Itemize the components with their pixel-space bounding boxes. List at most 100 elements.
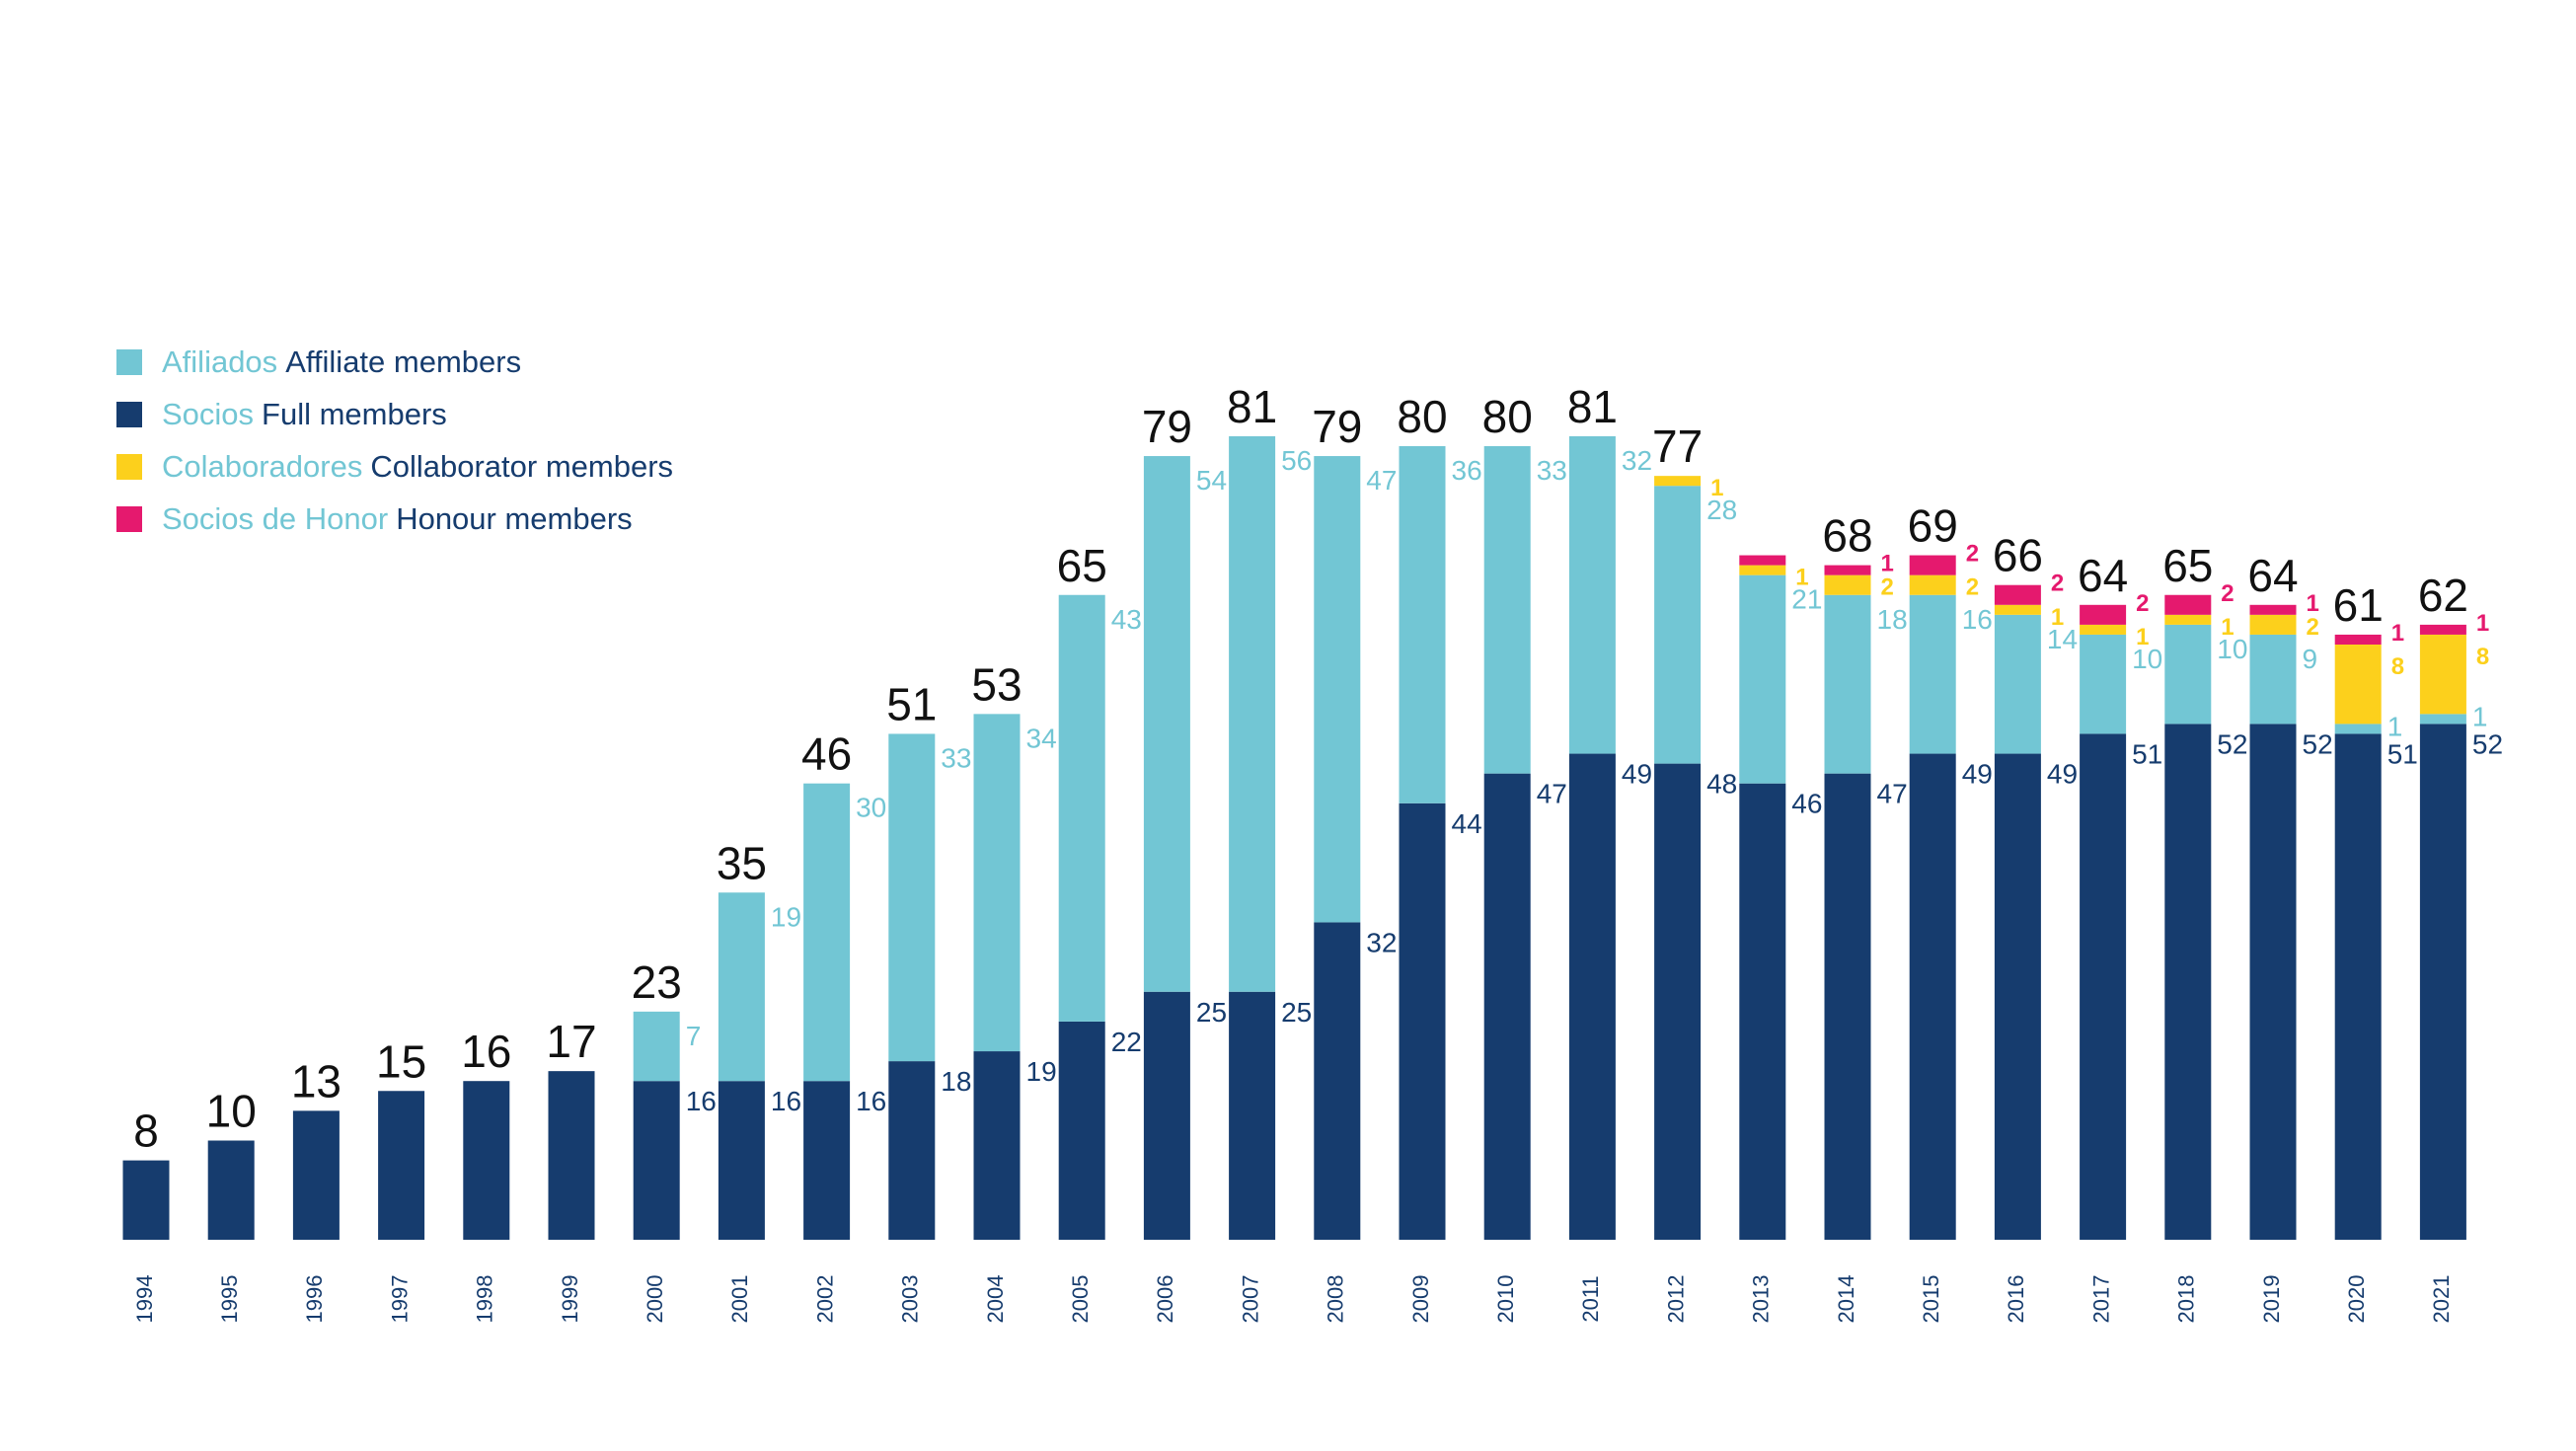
data-label-honour-2019: 1	[2307, 590, 2319, 617]
x-tick-label-2004: 2004	[983, 1275, 1008, 1324]
data-label-full-2001: 16	[771, 1086, 801, 1116]
bar-full-2016	[1994, 753, 2041, 1240]
legend-swatch-honour	[116, 505, 142, 532]
data-label-full-2005: 22	[1111, 1027, 1142, 1057]
bar-affiliate-2017	[2080, 634, 2127, 734]
total-label-2000: 23	[632, 956, 682, 1008]
data-label-collaborator-2020: 8	[2391, 653, 2404, 680]
total-label-1996: 13	[291, 1055, 341, 1107]
bar-full-1996	[292, 1110, 340, 1240]
bar-full-1999	[548, 1071, 595, 1240]
data-label-affiliate-2003: 33	[941, 742, 971, 773]
legend-swatch-affiliate	[116, 348, 142, 375]
data-label-affiliate-2000: 7	[686, 1021, 702, 1051]
total-label-2004: 53	[971, 658, 1022, 710]
bar-affiliate-2003	[888, 733, 936, 1062]
bar-full-1997	[378, 1091, 425, 1240]
total-label-1994: 8	[133, 1106, 159, 1157]
data-label-affiliate-2005: 43	[1111, 604, 1142, 635]
legend-label-en: Collaborator members	[370, 448, 674, 484]
bar-honour-2014	[1824, 565, 1871, 575]
bar-affiliate-2011	[1568, 435, 1616, 754]
bar-affiliate-2013	[1739, 574, 1786, 784]
bar-honour-2015	[1909, 555, 1956, 575]
total-label-2011: 81	[1567, 381, 1618, 432]
legend-swatch-full	[116, 401, 142, 427]
data-label-honour-2018: 2	[2221, 580, 2234, 607]
data-label-affiliate-2016: 14	[2047, 624, 2078, 654]
bar-full-2018	[2164, 724, 2212, 1240]
x-tick-label-1996: 1996	[302, 1275, 327, 1324]
data-label-full-2014: 47	[1877, 779, 1908, 809]
x-tick-label-2001: 2001	[727, 1275, 752, 1324]
bar-affiliate-2006	[1143, 456, 1190, 992]
bar-affiliate-2021	[2419, 714, 2466, 725]
data-label-affiliate-2009: 36	[1452, 455, 1482, 486]
data-label-affiliate-2008: 47	[1366, 465, 1397, 496]
bar-full-2013	[1739, 783, 1786, 1240]
total-label-2019: 64	[2247, 550, 2298, 601]
bar-affiliate-2016	[1994, 614, 2041, 754]
x-tick-label-2017: 2017	[2088, 1275, 2113, 1324]
bar-full-2011	[1568, 753, 1616, 1240]
data-label-full-2009: 44	[1452, 808, 1482, 839]
legend-label-es: Socios	[162, 396, 255, 431]
bar-full-2001	[718, 1081, 765, 1240]
x-tick-label-2014: 2014	[1834, 1275, 1858, 1324]
total-label-2016: 66	[1993, 530, 2043, 581]
legend-label-en: Affiliate members	[285, 344, 522, 379]
data-label-affiliate-2018: 10	[2217, 634, 2247, 664]
data-label-honour-2020: 1	[2391, 620, 2404, 647]
total-label-2015: 69	[1908, 500, 1958, 552]
total-label-2006: 79	[1142, 401, 1192, 452]
data-label-full-2002: 16	[856, 1086, 886, 1116]
data-label-collaborator-2016: 1	[2051, 604, 2064, 631]
bar-affiliate-2002	[803, 783, 851, 1082]
x-tick-label-2011: 2011	[1578, 1275, 1603, 1322]
bar-honour-2019	[2249, 604, 2297, 615]
x-tick-label-2002: 2002	[812, 1275, 837, 1324]
bar-collaborator-2014	[1824, 574, 1871, 595]
bar-full-1998	[463, 1081, 510, 1240]
data-label-affiliate-2007: 56	[1281, 445, 1312, 476]
bar-full-2005	[1058, 1021, 1105, 1240]
bar-affiliate-2020	[2334, 724, 2382, 734]
x-tick-label-2015: 2015	[1919, 1275, 1943, 1324]
bar-affiliate-2004	[973, 714, 1021, 1052]
x-tick-label-2013: 2013	[1749, 1275, 1774, 1324]
bar-collaborator-2015	[1909, 574, 1956, 595]
bar-collaborator-2017	[2080, 624, 2127, 635]
bar-full-2012	[1654, 763, 1702, 1240]
x-tick-label-1995: 1995	[217, 1275, 242, 1324]
x-tick-label-2012: 2012	[1663, 1275, 1688, 1324]
bar-honour-2021	[2419, 624, 2466, 635]
total-label-1999: 17	[546, 1016, 596, 1067]
bar-full-2015	[1909, 753, 1956, 1240]
bar-collaborator-2018	[2164, 614, 2212, 625]
total-label-2001: 35	[717, 837, 767, 888]
data-label-honour-2017: 2	[2136, 590, 2149, 617]
data-label-collaborator-2015: 2	[1966, 574, 1979, 601]
x-tick-label-1994: 1994	[132, 1275, 157, 1324]
total-label-2018: 65	[2162, 540, 2213, 591]
bar-collaborator-2020	[2334, 645, 2382, 725]
data-label-collaborator-2019: 2	[2307, 614, 2319, 641]
data-label-full-2012: 48	[1706, 769, 1737, 800]
x-tick-label-2005: 2005	[1068, 1275, 1093, 1324]
x-tick-label-2007: 2007	[1238, 1275, 1262, 1324]
data-label-affiliate-2014: 18	[1877, 604, 1908, 635]
x-tick-label-2003: 2003	[898, 1275, 923, 1324]
bar-collaborator-2013	[1739, 565, 1786, 575]
x-tick-label-2018: 2018	[2174, 1275, 2199, 1324]
data-label-honour-2014: 1	[1881, 551, 1894, 577]
legend-label-es: Socios de Honor	[162, 500, 389, 536]
bar-honour-2016	[1994, 584, 2041, 605]
bar-affiliate-2008	[1314, 456, 1361, 923]
bar-full-2006	[1143, 991, 1190, 1240]
data-label-full-2019: 52	[2303, 728, 2333, 759]
data-label-collaborator-2017: 1	[2136, 624, 2149, 650]
bar-honour-2018	[2164, 594, 2212, 615]
total-label-2002: 46	[801, 728, 852, 780]
total-label-2003: 51	[886, 678, 937, 729]
legend-item-affiliate: Afiliados Affiliate members	[116, 336, 673, 388]
